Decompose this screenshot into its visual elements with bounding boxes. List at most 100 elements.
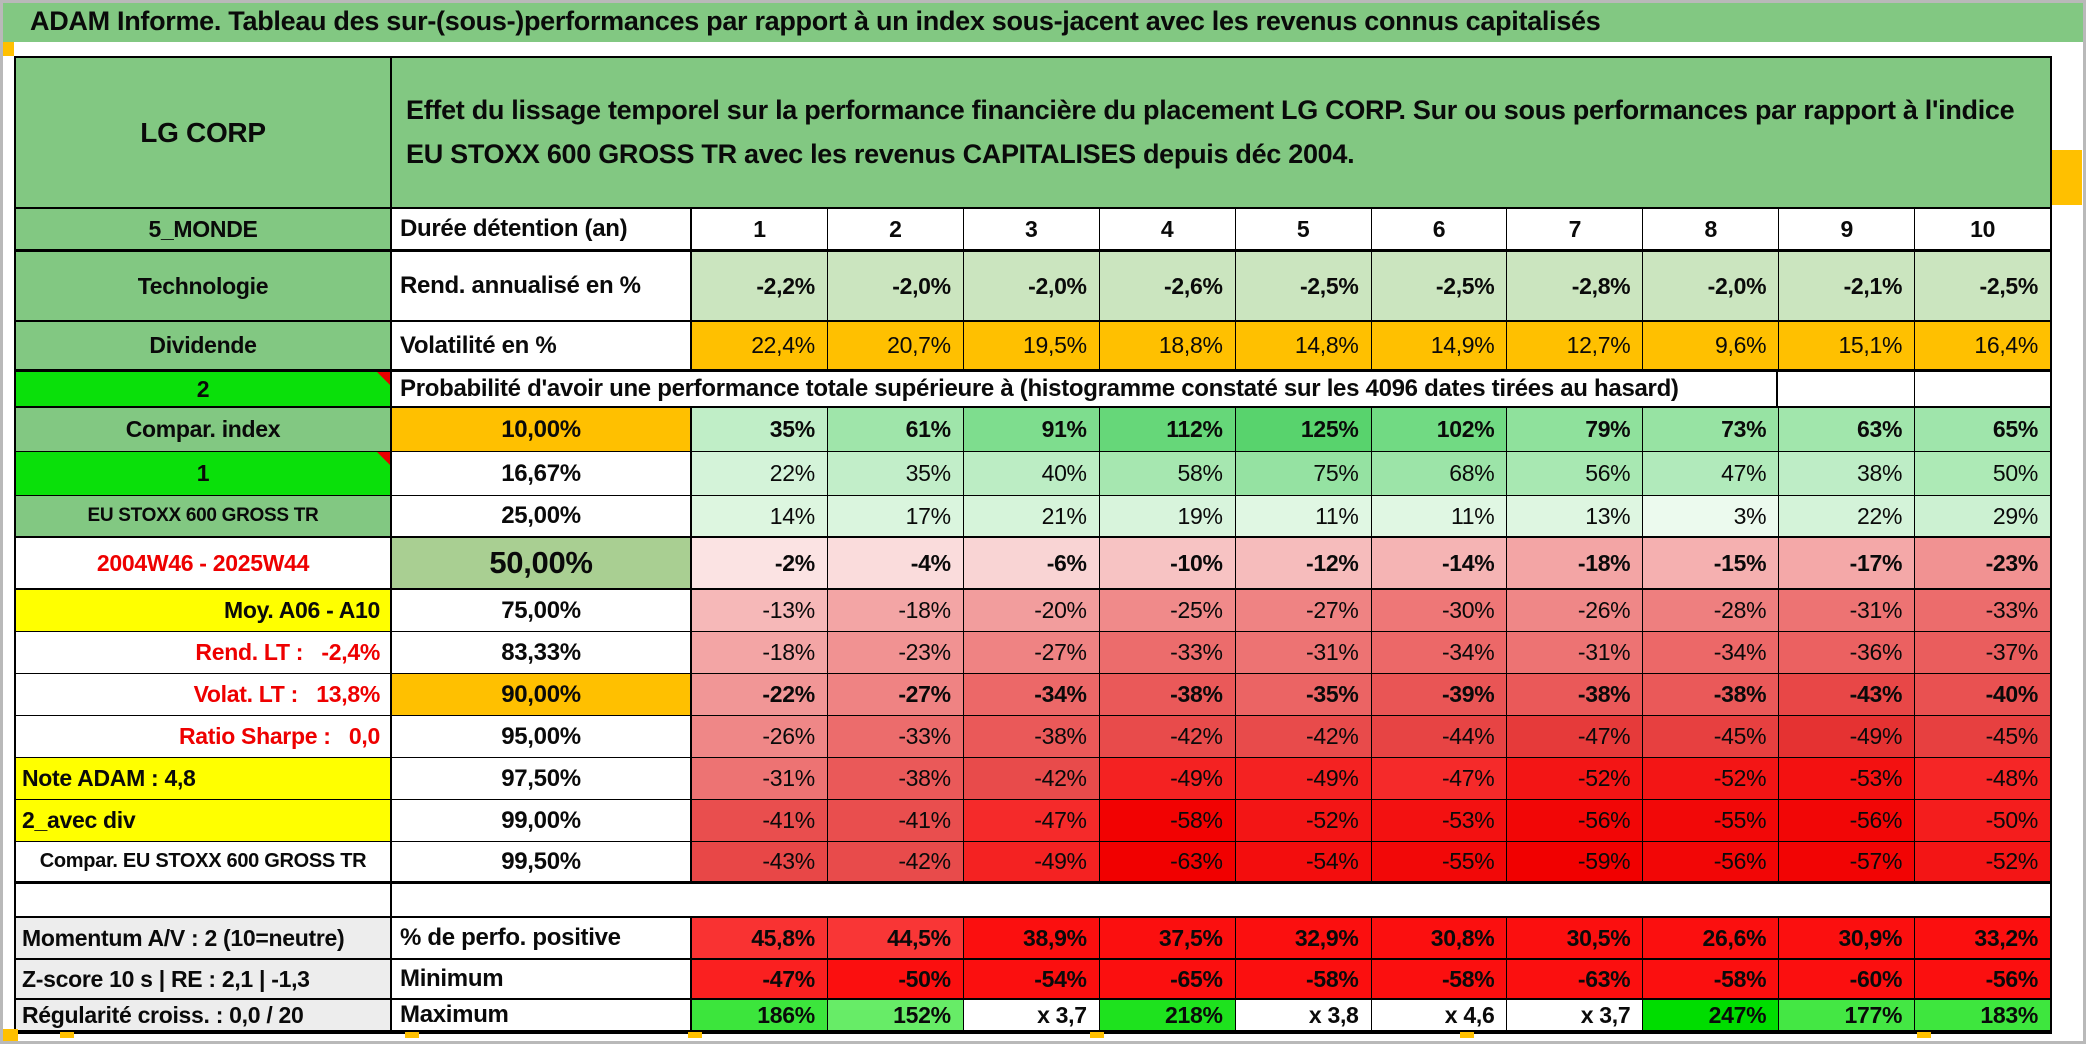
data-cell[interactable]: -2,0% — [827, 252, 964, 320]
data-cell[interactable]: -38% — [827, 758, 964, 799]
data-cell[interactable]: 183% — [1915, 1000, 2051, 1030]
row-label-p10[interactable]: Compar. index — [16, 408, 392, 451]
data-cell[interactable]: 177% — [1779, 1000, 1916, 1030]
data-cell[interactable]: 2 — [827, 209, 964, 249]
data-cell[interactable]: -42% — [827, 842, 964, 881]
data-cell[interactable]: -27% — [1235, 590, 1372, 631]
data-cell[interactable]: -40% — [1915, 674, 2051, 715]
data-cell[interactable]: 65% — [1915, 408, 2051, 451]
data-cell[interactable]: -15% — [1643, 538, 1780, 588]
data-cell[interactable]: 38% — [1779, 452, 1916, 495]
data-cell[interactable]: -44% — [1371, 716, 1508, 757]
data-cell[interactable]: -31% — [1507, 632, 1644, 673]
data-cell[interactable]: 22% — [692, 452, 828, 495]
data-cell[interactable]: -58% — [1235, 960, 1372, 998]
row-sublabel-perf[interactable]: % de perfo. positive — [392, 918, 692, 958]
data-cell[interactable]: 91% — [963, 408, 1100, 451]
data-cell[interactable]: -2,5% — [1235, 252, 1372, 320]
data-cell[interactable]: 56% — [1507, 452, 1644, 495]
data-cell[interactable]: -17% — [1779, 538, 1916, 588]
row-label-p975[interactable]: Note ADAM : 4,8 — [16, 758, 392, 799]
data-cell[interactable]: -31% — [1779, 590, 1916, 631]
data-cell[interactable]: -6% — [963, 538, 1100, 588]
data-cell[interactable]: -43% — [692, 842, 828, 881]
data-cell[interactable]: -57% — [1779, 842, 1916, 881]
data-cell[interactable]: -53% — [1779, 758, 1916, 799]
data-cell[interactable]: 35% — [827, 452, 964, 495]
row-label-p1667[interactable]: 1 — [16, 452, 392, 495]
data-cell[interactable]: -28% — [1643, 590, 1780, 631]
data-cell[interactable]: -33% — [1099, 632, 1236, 673]
data-cell[interactable]: -50% — [1915, 800, 2051, 841]
data-cell[interactable]: 14,9% — [1371, 322, 1508, 369]
data-cell[interactable]: 75% — [1235, 452, 1372, 495]
data-cell[interactable]: 58% — [1099, 452, 1236, 495]
data-cell[interactable]: 38,9% — [963, 918, 1100, 958]
data-cell[interactable]: -49% — [963, 842, 1100, 881]
data-cell[interactable]: 47% — [1643, 452, 1780, 495]
data-cell[interactable]: -38% — [963, 716, 1100, 757]
data-cell[interactable]: 186% — [692, 1000, 828, 1030]
data-cell[interactable]: -4% — [827, 538, 964, 588]
row-label-p995[interactable]: Compar. EU STOXX 600 GROSS TR — [16, 842, 392, 881]
data-cell[interactable]: -63% — [1507, 960, 1644, 998]
data-cell[interactable]: 22,4% — [692, 322, 828, 369]
data-cell[interactable]: 32,9% — [1235, 918, 1372, 958]
row-label-rend[interactable]: Technologie — [16, 252, 392, 320]
data-cell[interactable]: 102% — [1371, 408, 1508, 451]
data-cell[interactable] — [1778, 372, 1915, 406]
row-sublabel-p1667[interactable]: 16,67% — [392, 452, 692, 495]
data-cell[interactable]: 17% — [827, 496, 964, 536]
row-sublabel-min[interactable]: Minimum — [392, 960, 692, 998]
data-cell[interactable]: -31% — [1235, 632, 1372, 673]
data-cell[interactable]: 14% — [692, 496, 828, 536]
row-label-p95[interactable]: Ratio Sharpe : 0,0 — [16, 716, 392, 757]
data-cell[interactable]: x 3,8 — [1235, 1000, 1372, 1030]
row-label-duree[interactable]: 5_MONDE — [16, 209, 392, 249]
row-sublabel-p8333[interactable]: 83,33% — [392, 632, 692, 673]
data-cell[interactable]: -39% — [1371, 674, 1508, 715]
data-cell[interactable]: 3% — [1643, 496, 1780, 536]
data-cell[interactable]: -14% — [1371, 538, 1508, 588]
data-cell[interactable]: -45% — [1643, 716, 1780, 757]
row-sublabel-p995[interactable]: 99,50% — [392, 842, 692, 881]
data-cell[interactable]: -59% — [1507, 842, 1644, 881]
data-cell[interactable]: 79% — [1507, 408, 1644, 451]
row-label-volat[interactable]: Dividende — [16, 322, 392, 369]
data-cell[interactable]: 61% — [827, 408, 964, 451]
empty-strip[interactable] — [392, 884, 2050, 916]
data-cell[interactable]: -2,0% — [1643, 252, 1780, 320]
data-cell[interactable]: 6 — [1371, 209, 1508, 249]
row-sublabel-p99[interactable]: 99,00% — [392, 800, 692, 841]
data-cell[interactable]: -52% — [1915, 842, 2051, 881]
data-cell[interactable]: -58% — [1099, 800, 1236, 841]
data-cell[interactable]: 1 — [692, 209, 828, 249]
data-cell[interactable]: -42% — [1099, 716, 1236, 757]
row-sublabel-p25[interactable]: 25,00% — [392, 496, 692, 536]
row-sublabel-p10[interactable]: 10,00% — [392, 408, 692, 451]
data-cell[interactable]: -2% — [692, 538, 828, 588]
data-cell[interactable]: -2,5% — [1915, 252, 2051, 320]
data-cell[interactable]: -26% — [692, 716, 828, 757]
data-cell[interactable]: -34% — [963, 674, 1100, 715]
data-cell[interactable]: -49% — [1779, 716, 1916, 757]
data-cell[interactable]: -53% — [1371, 800, 1508, 841]
data-cell[interactable]: -63% — [1099, 842, 1236, 881]
data-cell[interactable]: -38% — [1507, 674, 1644, 715]
merged-note-cell[interactable]: Probabilité d'avoir une performance tota… — [392, 372, 1778, 406]
data-cell[interactable]: -60% — [1779, 960, 1916, 998]
data-cell[interactable]: -38% — [1643, 674, 1780, 715]
data-cell[interactable]: 12,7% — [1507, 322, 1644, 369]
data-cell[interactable]: -2,8% — [1507, 252, 1644, 320]
data-cell[interactable]: -10% — [1099, 538, 1236, 588]
data-cell[interactable]: 20,7% — [827, 322, 964, 369]
data-cell[interactable]: -31% — [692, 758, 828, 799]
data-cell[interactable]: 3 — [963, 209, 1100, 249]
data-cell[interactable]: 30,9% — [1779, 918, 1916, 958]
row-label-p50[interactable]: 2004W46 - 2025W44 — [16, 538, 392, 588]
data-cell[interactable]: -52% — [1235, 800, 1372, 841]
data-cell[interactable]: 16,4% — [1915, 322, 2051, 369]
row-sublabel-p95[interactable]: 95,00% — [392, 716, 692, 757]
row-sublabel-p75[interactable]: 75,00% — [392, 590, 692, 631]
data-cell[interactable]: -55% — [1643, 800, 1780, 841]
